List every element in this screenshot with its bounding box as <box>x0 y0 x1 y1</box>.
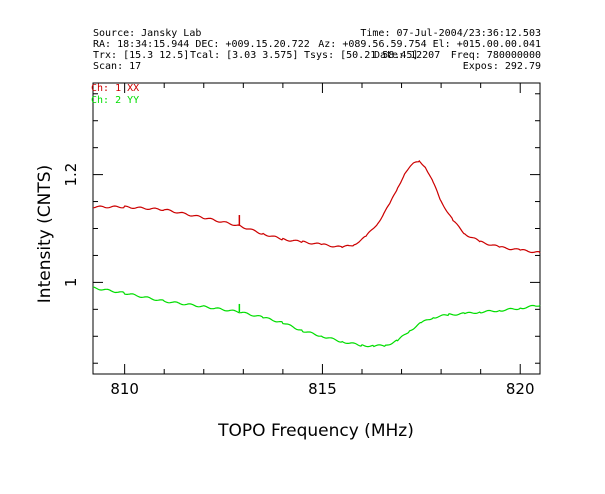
header-trx: Trx: [15.3 12.5] <box>93 50 190 61</box>
header-source: Source: Jansky Lab <box>93 28 202 39</box>
x-tick-label: 815 <box>308 380 337 398</box>
header-time: Time: 07-Jul-2004/23:36:12.503 <box>360 28 541 39</box>
series-group <box>92 159 541 348</box>
y-tick-label: 1 <box>62 278 80 288</box>
header-tcal: Tcal: [3.03 3.575] <box>190 50 299 61</box>
header-tsys: Tsys: [50.21 58.45] <box>304 50 419 61</box>
y-axis-ticks: 11.2 <box>62 93 540 364</box>
header-freq: Freq: 780000000 <box>450 50 541 61</box>
header-ra-dec: RA: 18:34:15.944 DEC: +009.15.20.722 <box>93 39 310 50</box>
x-tick-label: 810 <box>110 380 139 398</box>
x-axis-ticks: 810 815 820 <box>110 83 535 398</box>
legend-entry-ch1: Ch: 1 XX <box>91 83 139 94</box>
legend-entry-ch2: Ch: 2 YY <box>91 95 139 106</box>
header-expos: Expos: 292.79 <box>462 61 541 72</box>
header-az-el: Az: +089.56.59.754 El: +015.00.00.041 <box>318 39 541 50</box>
header-date: Date: 12207 <box>374 50 441 61</box>
y-tick-label: 1.2 <box>62 163 80 187</box>
y-axis-label: Intensity (CNTS) <box>35 165 55 303</box>
series-line-ch2 <box>92 286 541 348</box>
scan-header: Source: Jansky Lab Time: 07-Jul-2004/23:… <box>0 0 605 80</box>
series-line-ch1 <box>92 159 541 254</box>
header-scan: Scan: 17 <box>93 61 142 72</box>
plot-frame <box>92 82 541 375</box>
x-tick-label: 820 <box>506 380 535 398</box>
x-axis-label: TOPO Frequency (MHz) <box>217 421 414 441</box>
